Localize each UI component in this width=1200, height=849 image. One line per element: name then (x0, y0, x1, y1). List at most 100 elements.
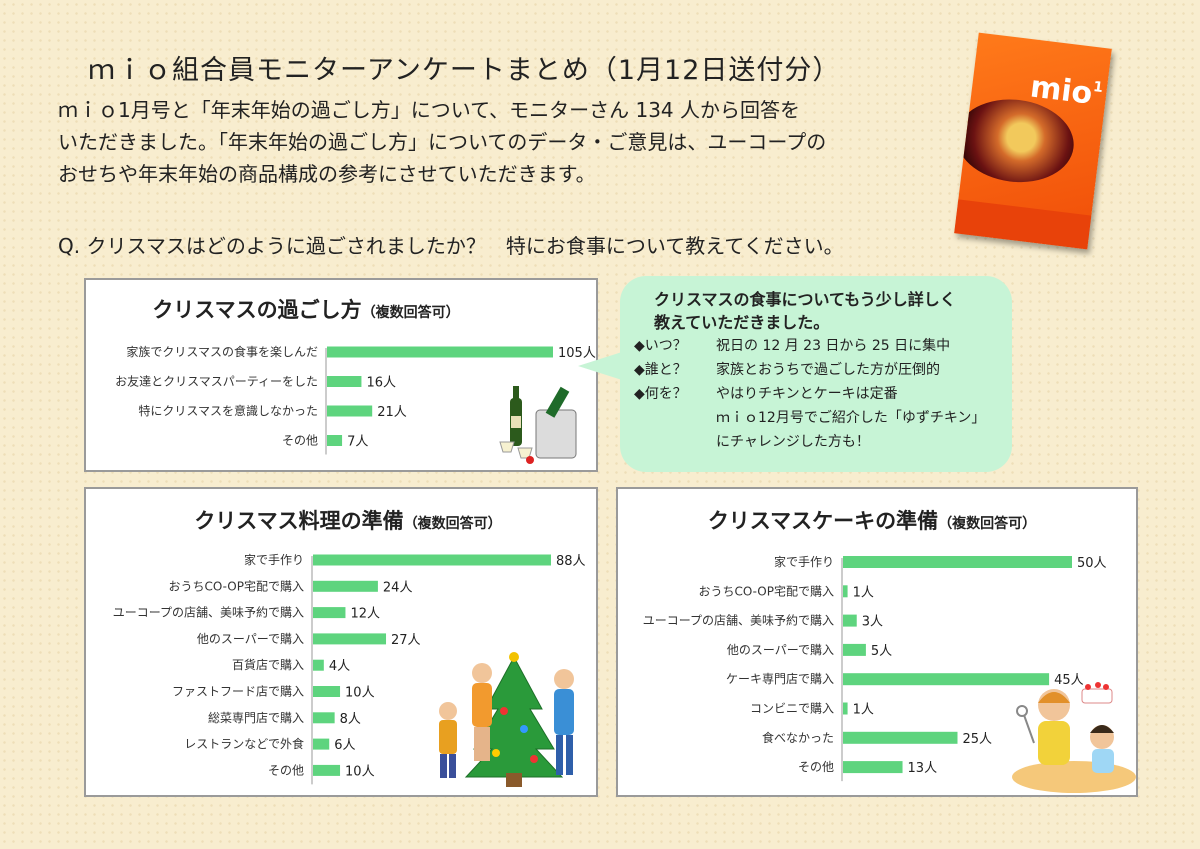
data-label: 1人 (853, 703, 874, 718)
bubble-row-who: ◆誰と？ 家族とおうちで過ごした方が圧倒的 (634, 358, 998, 382)
bar (843, 761, 903, 774)
bubble-row-value: 家族とおうちで過ごした方が圧倒的 (716, 362, 940, 378)
data-label: 10人 (345, 686, 375, 701)
bar (843, 673, 1050, 686)
data-label: 50人 (1077, 556, 1107, 571)
category-tick-label: 家で手作り (244, 552, 304, 567)
chart-title: クリスマスケーキの準備（複数回答可） (618, 505, 1136, 535)
category-tick-label: ユーコープの店舗、美味予約で購入 (113, 605, 304, 620)
bar (843, 585, 848, 598)
bar (327, 346, 553, 358)
data-label: 24人 (383, 580, 413, 595)
magazine-issue-number: 1 (1092, 79, 1104, 97)
data-label: 7人 (347, 435, 368, 450)
bar (313, 580, 378, 592)
category-tick-label: 食べなかった (762, 730, 834, 745)
bar (843, 614, 857, 627)
data-label: 3人 (862, 615, 883, 630)
chart-subtitle: （複数回答可） (361, 305, 460, 321)
bar (313, 738, 330, 750)
data-label: 4人 (329, 659, 350, 674)
bubble-row-key: ◆誰と？ (634, 362, 687, 378)
data-label: 21人 (377, 405, 407, 420)
speech-bubble-details: クリスマスの食事についてもう少し詳しく 教えていただきました。 ◆いつ？ 祝日の… (620, 276, 1012, 472)
category-tick-label: 他のスーパーで購入 (197, 632, 304, 646)
bar (313, 554, 551, 566)
bar (327, 435, 343, 446)
data-label: 16人 (366, 376, 396, 391)
data-label: 10人 (345, 764, 375, 779)
chart-panel-cake-prep: クリスマスケーキの準備（複数回答可） 家で手作り 50人おうちCO-OP宅配で購入… (616, 487, 1138, 797)
bar (313, 607, 346, 619)
bar (313, 633, 387, 645)
bar (843, 731, 958, 744)
bubble-heading: 教えていただきました。 (654, 313, 830, 332)
category-tick-label: 総菜専門店で購入 (208, 711, 304, 725)
category-tick-label: その他 (798, 760, 834, 774)
bar (327, 405, 373, 417)
chart-title: クリスマス料理の準備（複数回答可） (86, 505, 596, 535)
category-tick-label: お友達とクリスマスパーティーをした (115, 375, 318, 389)
category-tick-label: コンビニで購入 (750, 702, 834, 716)
data-label: 8人 (340, 712, 361, 727)
intro-line: いただきました。「年末年始の過ごし方」についてのデータ・ご意見は、ユーコープの (58, 130, 827, 154)
category-tick-label: 他のスーパーで購入 (727, 643, 834, 657)
chart-title-text: クリスマスの過ごし方 (152, 298, 362, 322)
data-label: 12人 (350, 607, 380, 622)
category-tick-label: 百貨店で購入 (232, 657, 304, 672)
family-christmas-tree-illustration (439, 652, 574, 787)
category-tick-label: レストランなどで外食 (184, 736, 304, 751)
speech-bubble-tail (578, 352, 622, 380)
bar (313, 686, 341, 697)
bubble-row-value: やはりチキンとケーキは定番 (716, 386, 898, 402)
bubble-heading: クリスマスの食事についてもう少し詳しく (654, 290, 956, 309)
data-label: 1人 (853, 585, 874, 600)
data-label: 5人 (871, 644, 892, 659)
category-tick-label: ファストフード店で購入 (172, 685, 304, 699)
bar (313, 712, 335, 724)
bubble-row-when: ◆いつ？ 祝日の 12 月 23 日から 25 日に集中 (634, 334, 998, 358)
category-tick-label: 特にクリスマスを意識しなかった (138, 403, 318, 418)
bubble-row-key: ◆いつ？ (634, 338, 687, 354)
champagne-bottles-illustration (499, 386, 577, 464)
chart-panel-how-spent: クリスマスの過ごし方（複数回答可） 家族でクリスマスの食事を楽しんだ 105人 お友… (84, 278, 598, 472)
intro-line: ｍｉｏ1月号と「年末年始の過ごし方」について、モニターさん 134 人から回答を (58, 98, 801, 122)
category-tick-label: その他 (282, 434, 318, 448)
category-tick-label: おうちCO-OP宅配で購入 (698, 583, 834, 598)
bar (843, 643, 866, 656)
baking-family-illustration (1012, 682, 1136, 793)
bubble-continuation: ｍｉｏ12月号でご紹介した「ゆずチキン」 (716, 410, 986, 426)
data-label: 25人 (963, 732, 993, 747)
category-tick-label: ユーコープの店舗、美味予約で購入 (643, 613, 834, 628)
data-label: 45人 (1054, 673, 1084, 688)
data-label: 13人 (908, 761, 938, 776)
chart-title-text: クリスマスケーキの準備 (707, 509, 939, 533)
bar (313, 764, 341, 776)
bubble-row-what: ◆何を？ やはりチキンとケーキは定番 (634, 382, 998, 406)
bubble-row-value: 祝日の 12 月 23 日から 25 日に集中 (716, 338, 951, 354)
chart-subtitle: （複数回答可） (403, 516, 502, 532)
bar (327, 376, 362, 387)
intro-text: ｍｉｏ1月号と「年末年始の過ごし方」について、モニターさん 134 人から回答を… (58, 94, 958, 190)
data-label: 27人 (391, 633, 421, 648)
bar (843, 556, 1072, 568)
survey-question: Q. クリスマスはどのように過ごされましたか？ 特にお食事について教えてください… (58, 234, 844, 258)
bar (313, 659, 324, 671)
chart-panel-meal-prep: クリスマス料理の準備（複数回答可） 家で手作り 88人おうちCO-OP宅配で購入 2… (84, 487, 598, 797)
data-label: 6人 (334, 738, 355, 753)
category-tick-label: おうちCO-OP宅配で購入 (168, 578, 304, 593)
page-title: ｍｉｏ組合員モニターアンケートまとめ（1月12日送付分） (88, 55, 841, 86)
category-tick-label: 家族でクリスマスの食事を楽しんだ (126, 344, 318, 359)
bar (843, 702, 848, 715)
magazine-logo: mio (1028, 69, 1095, 112)
data-label: 88人 (556, 554, 586, 569)
chart-title: クリスマスの過ごし方（複数回答可） (86, 294, 596, 324)
chart-subtitle: （複数回答可） (938, 516, 1037, 532)
category-tick-label: 家で手作り (774, 554, 834, 569)
bubble-continuation: にチャレンジした方も！ (716, 434, 870, 450)
intro-line: おせちや年末年始の商品構成の参考にさせていただきます。 (58, 162, 596, 186)
category-tick-label: その他 (268, 763, 304, 777)
